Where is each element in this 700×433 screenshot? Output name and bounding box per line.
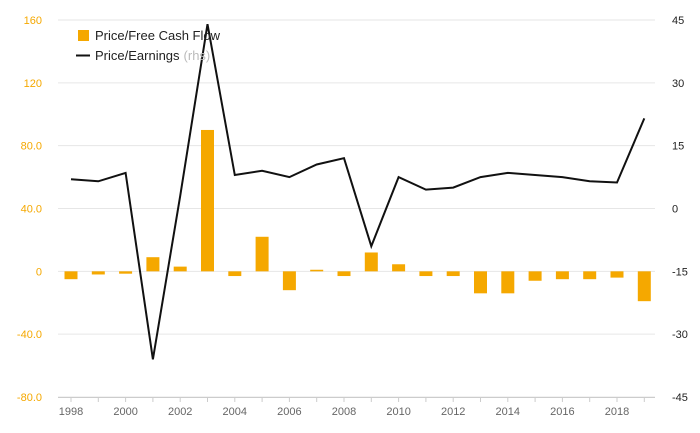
bar [610, 271, 624, 278]
y-right-tick-label: 30 [672, 78, 684, 90]
legend-label-line: Price/Earnings (rhs) [95, 48, 210, 63]
x-tick-label: 2004 [223, 406, 247, 418]
bar [255, 236, 269, 272]
bar [310, 269, 324, 272]
bar [282, 271, 296, 291]
y-right-tick-label: -45 [672, 392, 688, 404]
legend-swatch-bar [78, 30, 89, 41]
y-right-tick-label: -15 [672, 266, 688, 278]
x-tick-label: 2010 [386, 406, 410, 418]
line-series [70, 24, 646, 360]
y-left-tick-label: 80.0 [21, 141, 42, 153]
y-left-tick-label: -80.0 [17, 392, 42, 404]
right-axis: 45 30 15 0 -15 -30 -45 [672, 15, 688, 404]
x-tick-label: 2000 [113, 406, 137, 418]
bar [446, 271, 460, 277]
y-left-tick-label: 40.0 [21, 204, 42, 216]
x-tick-label: 2016 [550, 406, 574, 418]
left-axis: 160 120 80.0 40.0 0 -40.0 -80.0 [17, 15, 42, 404]
bar-series [64, 129, 651, 302]
bar [228, 271, 242, 277]
x-tick-label: 2018 [605, 406, 629, 418]
bar [64, 271, 78, 280]
bar [555, 271, 569, 280]
legend-label-line-name: Price/Earnings [95, 48, 180, 63]
legend: Price/Free Cash Flow Price/Earnings (rhs) [76, 28, 221, 63]
bar [419, 271, 433, 277]
y-left-tick-label: 120 [24, 78, 42, 90]
x-tick-label: 2012 [441, 406, 465, 418]
bar [201, 129, 214, 272]
bar [146, 257, 160, 272]
y-right-tick-label: 15 [672, 141, 684, 153]
legend-label-bar: Price/Free Cash Flow [95, 28, 221, 43]
legend-label-line-suffix: (rhs) [184, 48, 211, 63]
x-tick-label: 2006 [277, 406, 301, 418]
x-tick-label: 2014 [496, 406, 520, 418]
bar [119, 271, 133, 274]
x-axis: 1998 2000 2002 2004 2006 2008 2010 2012 2014 2016… [58, 397, 655, 418]
bar [637, 271, 651, 302]
bar [583, 271, 597, 280]
y-right-tick-label: 45 [672, 15, 684, 27]
bar [528, 271, 542, 281]
bar [501, 271, 515, 294]
bar [173, 266, 187, 272]
y-left-tick-label: 160 [24, 15, 42, 27]
bar [392, 264, 406, 272]
x-tick-label: 2002 [168, 406, 192, 418]
y-left-tick-label: -40.0 [17, 329, 42, 341]
pe-line [70, 24, 646, 360]
x-tick-label: 1998 [59, 406, 83, 418]
bar [337, 271, 351, 277]
bar [91, 271, 105, 275]
bar [364, 252, 378, 272]
y-left-tick-label: 0 [36, 266, 42, 278]
y-right-tick-label: 0 [672, 204, 678, 216]
grid [58, 19, 655, 398]
x-tick-label: 2008 [332, 406, 356, 418]
bar [474, 271, 487, 294]
y-right-tick-label: -30 [672, 329, 688, 341]
